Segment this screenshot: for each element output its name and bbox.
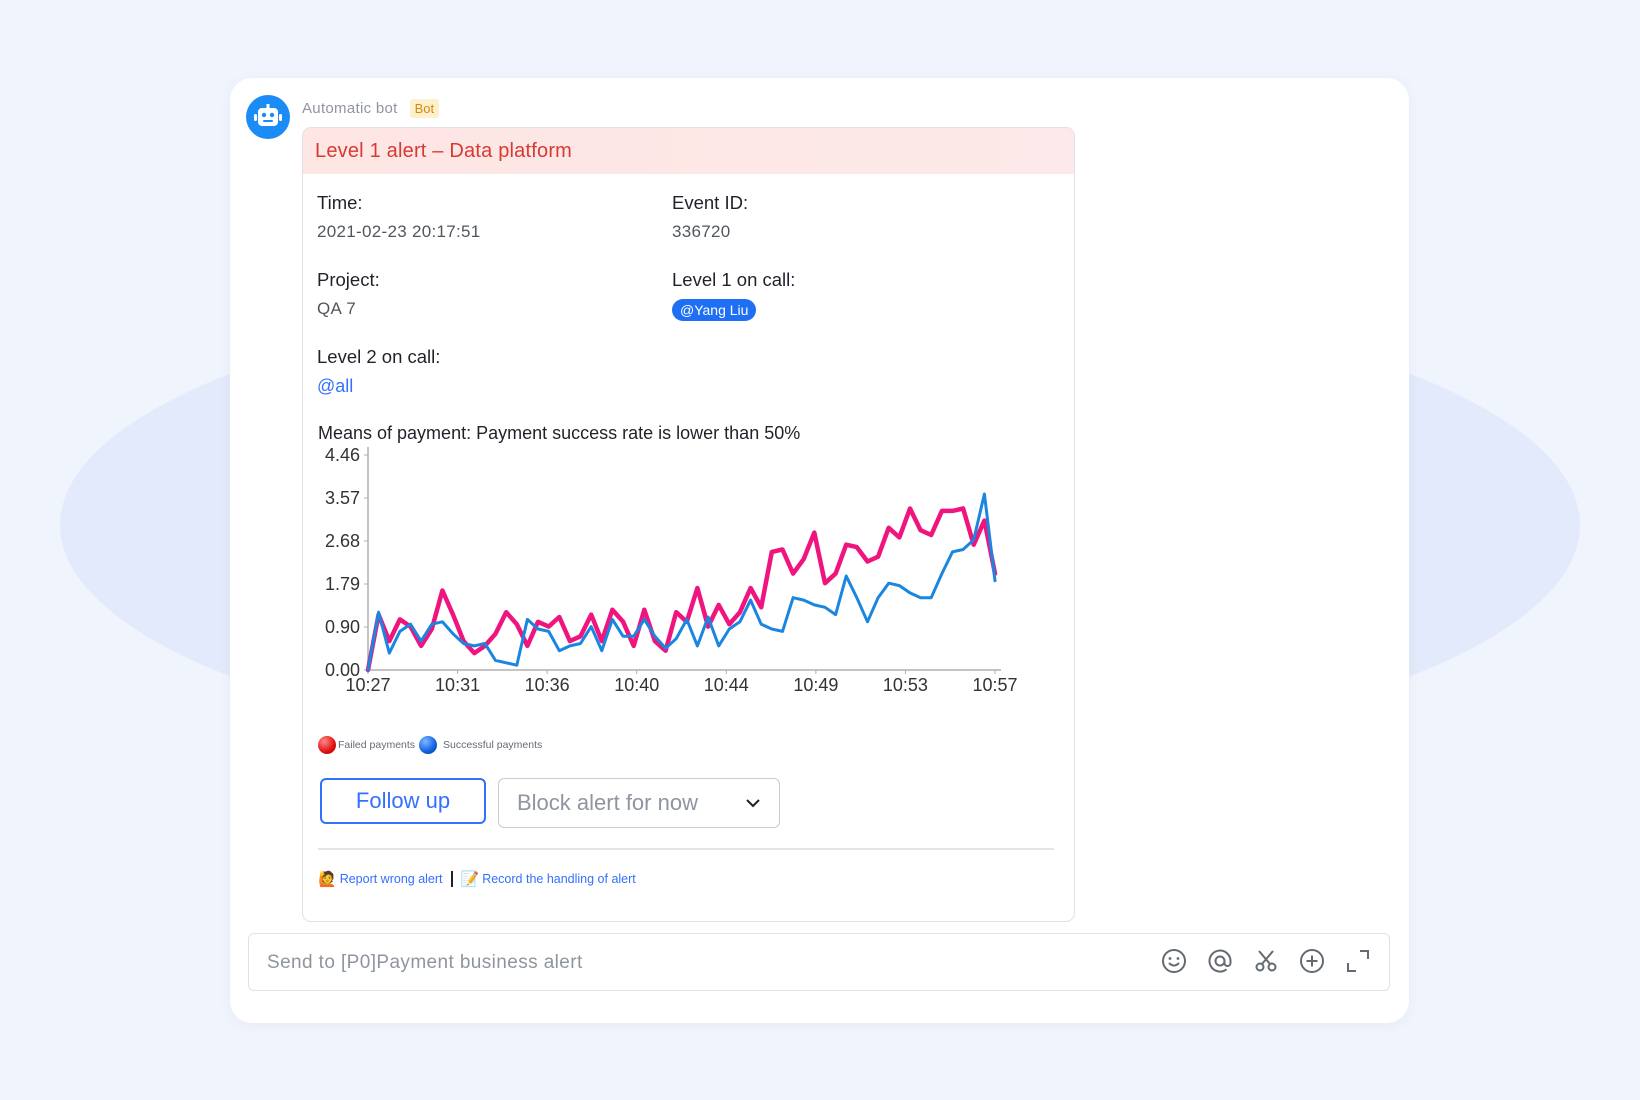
scissors-icon[interactable]: [1251, 946, 1281, 976]
level1-mention[interactable]: @Yang Liu: [672, 299, 757, 321]
project-label: Project:: [317, 269, 380, 290]
add-circle-icon[interactable]: [1297, 946, 1327, 976]
card-footer-links: 🙋 Report wrong alert 📝 Record the handli…: [318, 870, 636, 888]
time-field: Time: 2021-02-23 20:17:51: [317, 192, 481, 242]
chart-title: Means of payment: Payment success rate i…: [318, 423, 801, 443]
project-value: QA 7: [317, 299, 357, 318]
successful-legend-dot: [419, 736, 438, 754]
event-id-label: Event ID:: [672, 192, 749, 213]
event-id-value: 336720: [672, 222, 731, 241]
time-value: 2021-02-23 20:17:51: [317, 222, 481, 241]
message-input[interactable]: Send to [P0]Payment business alert: [248, 933, 1390, 991]
x-tick-label: 10:27: [345, 675, 390, 695]
level2-field: Level 2 on call: @all: [317, 346, 440, 397]
link-separator: [450, 871, 453, 887]
payments-line-chart: 0.00 0.90 1.79 2.68 3.57 4.46 10:27 10:31 10:36 1…: [325, 445, 1018, 695]
memo-emoji-icon: 📝: [460, 871, 480, 888]
report-emoji-icon: 🙋: [318, 871, 337, 888]
failed-payments-line: [365, 506, 998, 673]
card-divider: [318, 848, 1054, 850]
robot-icon: [254, 104, 282, 126]
x-tick-label: 10:57: [972, 675, 1017, 695]
bot-badge: Bot: [409, 99, 440, 118]
smile-icon[interactable]: [1159, 946, 1189, 976]
sender-info: Automatic bot Bot: [302, 99, 440, 118]
sender-name[interactable]: Automatic bot: [302, 100, 398, 117]
event-id-field: Event ID: 336720: [672, 192, 748, 242]
time-label: Time:: [317, 192, 363, 213]
block-alert-select[interactable]: Block alert for now: [498, 778, 780, 828]
chart-legend: Failed payments Successful payments: [318, 736, 542, 754]
chevron-down-icon: [746, 799, 760, 808]
x-tick-label: 10:49: [793, 675, 838, 695]
level2-label: Level 2 on call:: [317, 346, 441, 367]
level1-field: Level 1 on call: @Yang Liu: [672, 269, 795, 321]
alert-card: Level 1 alert – Data platform Time: 2021…: [302, 127, 1075, 922]
project-field: Project: QA 7: [317, 269, 380, 319]
alert-title: Level 1 alert – Data platform: [315, 139, 573, 162]
bot-avatar[interactable]: [246, 95, 290, 139]
y-tick-label: 2.68: [325, 531, 360, 551]
successful-payments-line: [366, 492, 997, 672]
x-tick-label: 10:44: [704, 675, 749, 695]
x-tick-label: 10:36: [525, 675, 570, 695]
x-tick-label: 10:31: [435, 675, 480, 695]
y-tick-label: 0.00: [325, 660, 360, 680]
failed-legend-dot: [318, 736, 336, 754]
successful-legend-label: Successful payments: [443, 739, 543, 751]
follow-up-button[interactable]: Follow up: [320, 778, 486, 824]
block-alert-label: Block alert for now: [517, 790, 698, 815]
x-tick-label: 10:53: [883, 675, 928, 695]
y-tick-label: 1.79: [325, 574, 360, 594]
at-icon[interactable]: [1205, 946, 1235, 976]
expand-icon[interactable]: [1343, 946, 1373, 976]
chat-window: Automatic bot Bot Level 1 alert – Data p…: [230, 78, 1409, 1023]
y-tick-label: 4.46: [325, 445, 360, 465]
x-tick-label: 10:40: [614, 675, 659, 695]
record-handling-link[interactable]: Record the handling of alert: [482, 872, 636, 886]
alert-card-header: Level 1 alert – Data platform: [303, 128, 1074, 174]
level1-label: Level 1 on call:: [672, 269, 796, 290]
y-tick-label: 3.57: [325, 488, 360, 508]
y-tick-label: 0.90: [325, 617, 360, 637]
failed-legend-label: Failed payments: [338, 739, 416, 751]
message-input-placeholder: Send to [P0]Payment business alert: [267, 952, 583, 973]
level2-mention[interactable]: @all: [317, 376, 354, 396]
input-toolbar: [1159, 946, 1373, 976]
report-wrong-link[interactable]: Report wrong alert: [339, 872, 443, 886]
